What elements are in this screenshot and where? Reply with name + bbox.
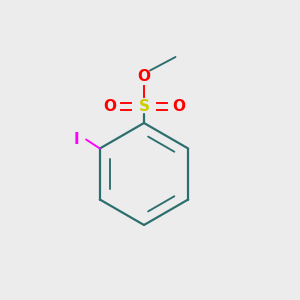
Text: O: O [137,69,151,84]
Text: O: O [103,99,116,114]
Text: S: S [139,99,149,114]
Text: O: O [172,99,185,114]
Text: I: I [74,132,79,147]
